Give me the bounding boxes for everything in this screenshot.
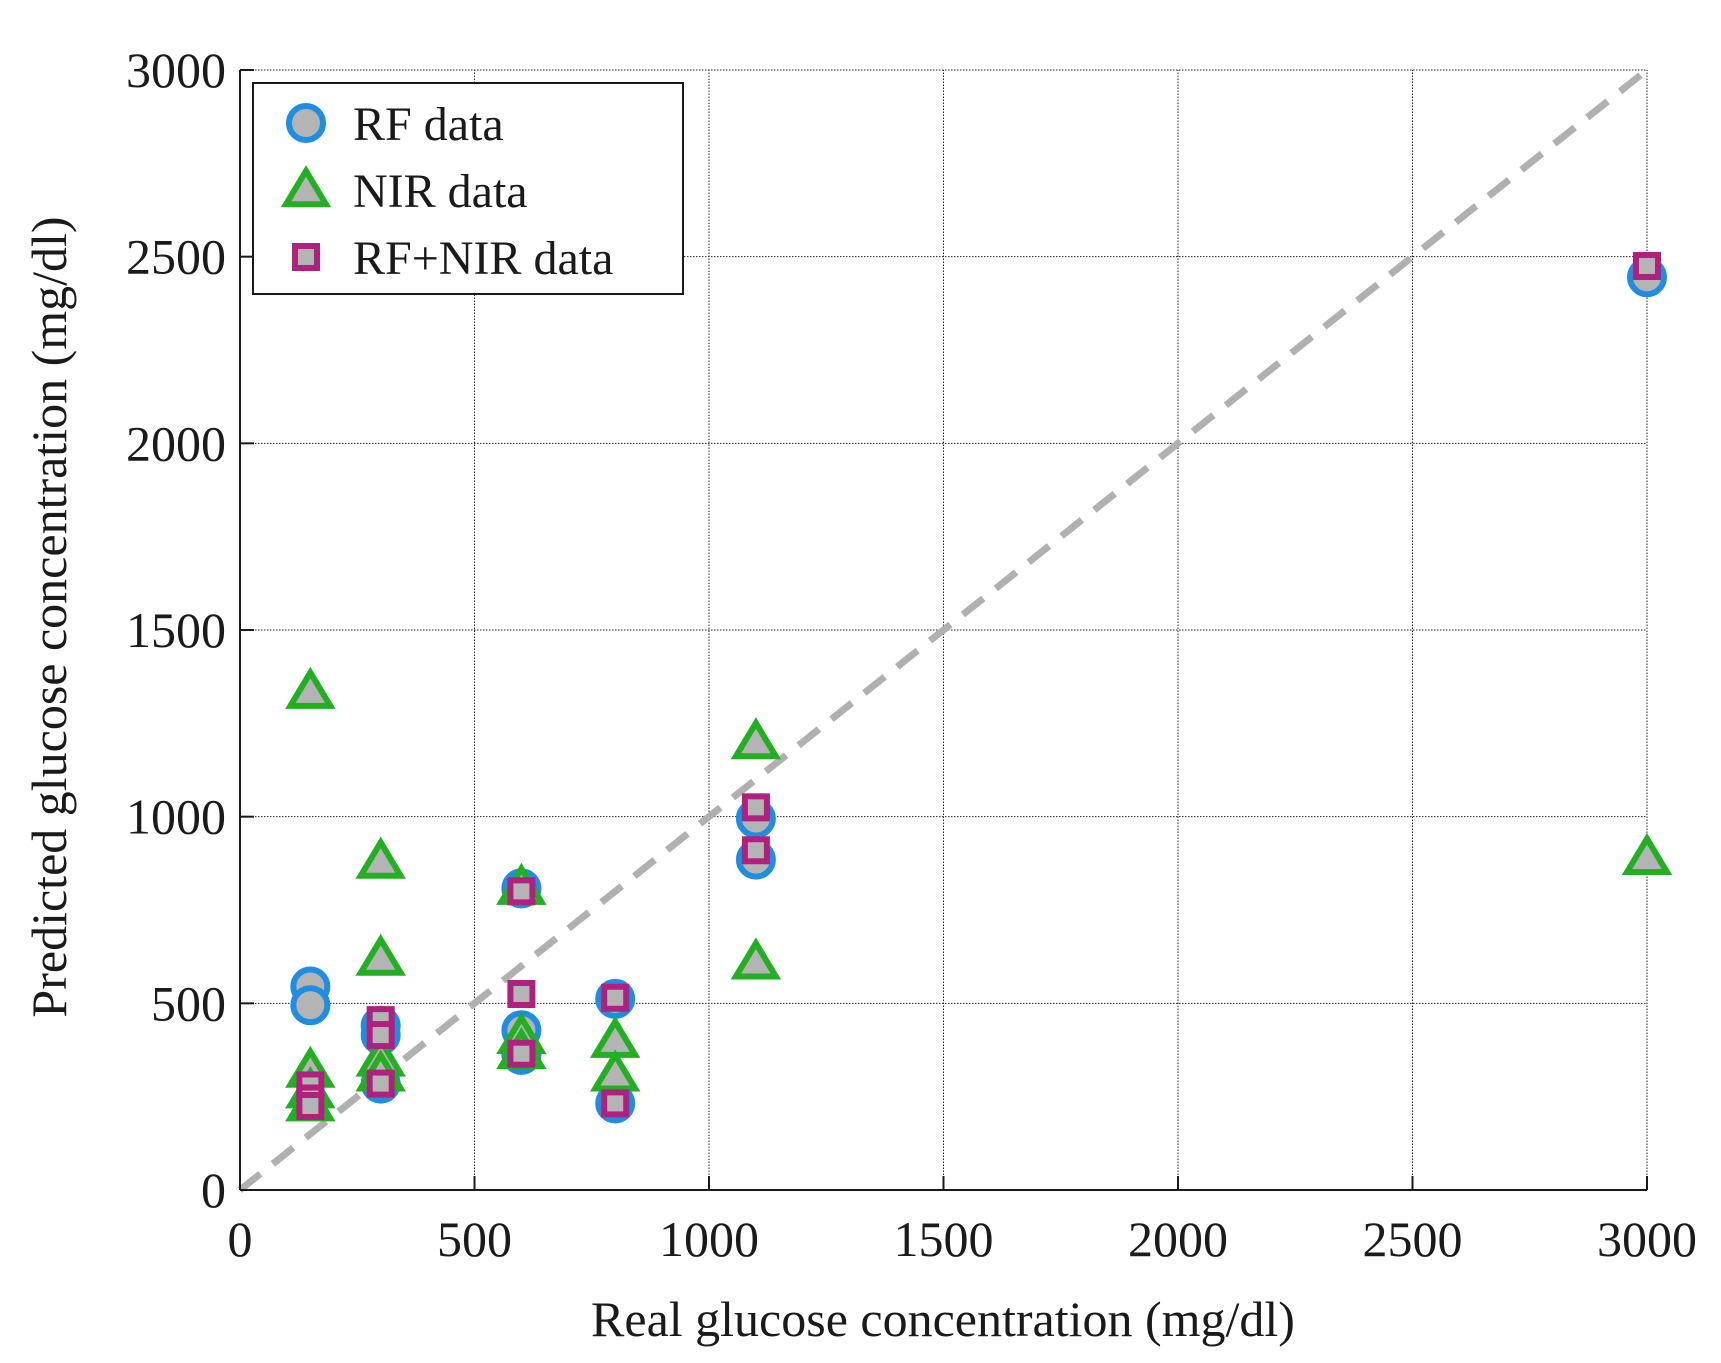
rfnir-point-13 — [1633, 252, 1661, 280]
legend-marker-rf — [286, 103, 326, 143]
x-tick-label-0: 0 — [228, 1211, 253, 1267]
rfnir-point-10 — [601, 1089, 630, 1118]
nir-point-14 — [730, 937, 782, 980]
x-axis-title: Real glucose concentration (mg/dl) — [591, 1291, 1295, 1347]
rfnir-point-6 — [507, 877, 536, 906]
rf-point-1 — [290, 985, 331, 1026]
y-tick-label-4: 2000 — [126, 415, 226, 471]
series-rfnir — [296, 252, 1661, 1120]
nir-point-0 — [285, 666, 336, 709]
x-tick-label-3: 1500 — [894, 1211, 994, 1267]
y-tick-label-3: 1500 — [126, 602, 226, 658]
y-tick-label-5: 2500 — [126, 229, 226, 285]
y-tick-label-0: 0 — [201, 1162, 226, 1218]
legend-label-rf: RF data — [353, 98, 504, 151]
rfnir-point-7 — [507, 980, 536, 1008]
x-tick-label-2: 1000 — [659, 1211, 759, 1267]
rfnir-point-2 — [296, 1092, 325, 1120]
axes — [239, 69, 1648, 1191]
legend-box — [252, 82, 684, 295]
nir-point-13 — [730, 717, 782, 760]
rfnir-point-12 — [741, 836, 770, 865]
x-tick-label-4: 2000 — [1128, 1211, 1228, 1267]
nir-point-12 — [589, 1049, 641, 1092]
x-tick-label-6: 3000 — [1597, 1211, 1697, 1267]
nir-point-4 — [355, 836, 406, 879]
rfnir-point-4 — [366, 1021, 395, 1050]
x-tick-label-1: 500 — [437, 1211, 512, 1267]
rfnir-point-5 — [366, 1069, 395, 1098]
legend-label-nir: NIR data — [353, 165, 528, 218]
reference-line — [237, 67, 1650, 1193]
x-tick-label-5: 2500 — [1363, 1211, 1463, 1267]
legend-label-rfnir: RF+NIR data — [353, 232, 613, 285]
rfnir-point-11 — [741, 793, 770, 822]
legend: RF data NIR data RF+NIR data — [252, 82, 684, 295]
reference-line-group — [237, 67, 1650, 1193]
tick-labels: 0 500 1000 1500 2000 2500 3000 0 500 1000 1500 2000… — [126, 42, 1697, 1267]
y-tick-label-1: 500 — [151, 975, 226, 1031]
y-tick-label-2: 1000 — [126, 789, 226, 845]
nir-point-5 — [355, 933, 406, 976]
legend-marker-nir — [280, 165, 332, 208]
data-points — [285, 252, 1673, 1124]
rfnir-point-9 — [601, 983, 630, 1012]
rfnir-point-8 — [507, 1039, 536, 1068]
nir-point-15 — [1621, 832, 1673, 875]
y-axis-title: Predicted glucose concentration (mg/dl) — [21, 216, 77, 1017]
y-tick-label-6: 3000 — [126, 42, 226, 98]
legend-items: RF data NIR data RF+NIR data — [280, 98, 613, 285]
legend-marker-rfnir — [292, 243, 320, 271]
